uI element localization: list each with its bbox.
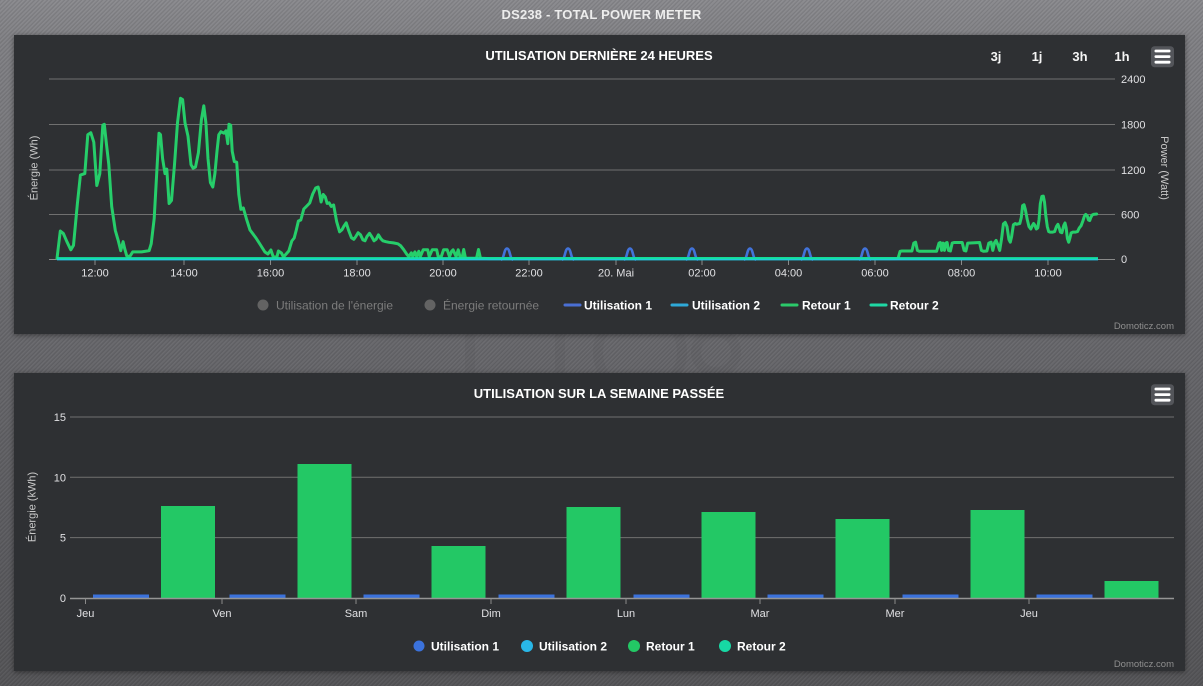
svg-text:Domoticz.com: Domoticz.com	[1114, 321, 1174, 332]
svg-text:12:00: 12:00	[81, 268, 109, 280]
svg-text:14:00: 14:00	[170, 268, 198, 280]
svg-text:Retour 1: Retour 1	[646, 640, 695, 654]
svg-text:Utilisation de l'énergie: Utilisation de l'énergie	[276, 299, 393, 313]
svg-text:Énergie (Wh): Énergie (Wh)	[28, 136, 41, 201]
svg-text:Ven: Ven	[213, 608, 232, 620]
svg-text:UTILISATION SUR LA SEMAINE PAS: UTILISATION SUR LA SEMAINE PASSÉE	[474, 386, 725, 401]
svg-text:Utilisation 2: Utilisation 2	[539, 640, 607, 654]
svg-text:0: 0	[60, 593, 66, 605]
svg-text:2400: 2400	[1121, 74, 1145, 86]
svg-text:Utilisation 1: Utilisation 1	[584, 299, 652, 313]
svg-text:Mar: Mar	[751, 608, 770, 620]
svg-text:600: 600	[1121, 210, 1139, 222]
svg-text:Mer: Mer	[886, 608, 905, 620]
svg-text:02:00: 02:00	[688, 268, 716, 280]
svg-text:Domoticz.com: Domoticz.com	[1114, 659, 1174, 670]
svg-text:16:00: 16:00	[257, 268, 285, 280]
svg-text:22:00: 22:00	[515, 268, 543, 280]
svg-text:08:00: 08:00	[948, 268, 976, 280]
svg-text:06:00: 06:00	[861, 268, 889, 280]
svg-text:Utilisation 2: Utilisation 2	[692, 299, 760, 313]
svg-text:0: 0	[1121, 254, 1127, 266]
svg-text:Power (Watt): Power (Watt)	[1158, 136, 1170, 200]
svg-text:20. Mai: 20. Mai	[598, 268, 634, 280]
svg-text:Sam: Sam	[345, 608, 368, 620]
svg-text:Énergie (kWh): Énergie (kWh)	[26, 472, 39, 542]
svg-text:UTILISATION DERNIÈRE 24 HEURES: UTILISATION DERNIÈRE 24 HEURES	[485, 48, 713, 63]
svg-text:18:00: 18:00	[343, 268, 371, 280]
svg-text:3h: 3h	[1072, 49, 1087, 64]
svg-text:Utilisation 1: Utilisation 1	[431, 640, 499, 654]
svg-text:04:00: 04:00	[775, 268, 803, 280]
svg-text:1j: 1j	[1032, 49, 1043, 64]
svg-text:Jeu: Jeu	[77, 608, 95, 620]
svg-text:1h: 1h	[1114, 49, 1129, 64]
svg-text:Retour 2: Retour 2	[890, 299, 939, 313]
svg-text:Dim: Dim	[481, 608, 501, 620]
svg-text:10: 10	[54, 472, 66, 484]
svg-text:Lun: Lun	[617, 608, 635, 620]
svg-text:20:00: 20:00	[429, 268, 457, 280]
svg-text:Retour 1: Retour 1	[802, 299, 851, 313]
svg-text:5: 5	[60, 533, 66, 545]
svg-text:Énergie retournée: Énergie retournée	[443, 298, 539, 313]
svg-text:15: 15	[54, 412, 66, 424]
svg-text:Retour 2: Retour 2	[737, 640, 786, 654]
svg-text:Jeu: Jeu	[1020, 608, 1038, 620]
svg-text:10:00: 10:00	[1034, 268, 1062, 280]
svg-text:1200: 1200	[1121, 165, 1145, 177]
svg-text:1800: 1800	[1121, 120, 1145, 132]
svg-text:3j: 3j	[991, 49, 1002, 64]
